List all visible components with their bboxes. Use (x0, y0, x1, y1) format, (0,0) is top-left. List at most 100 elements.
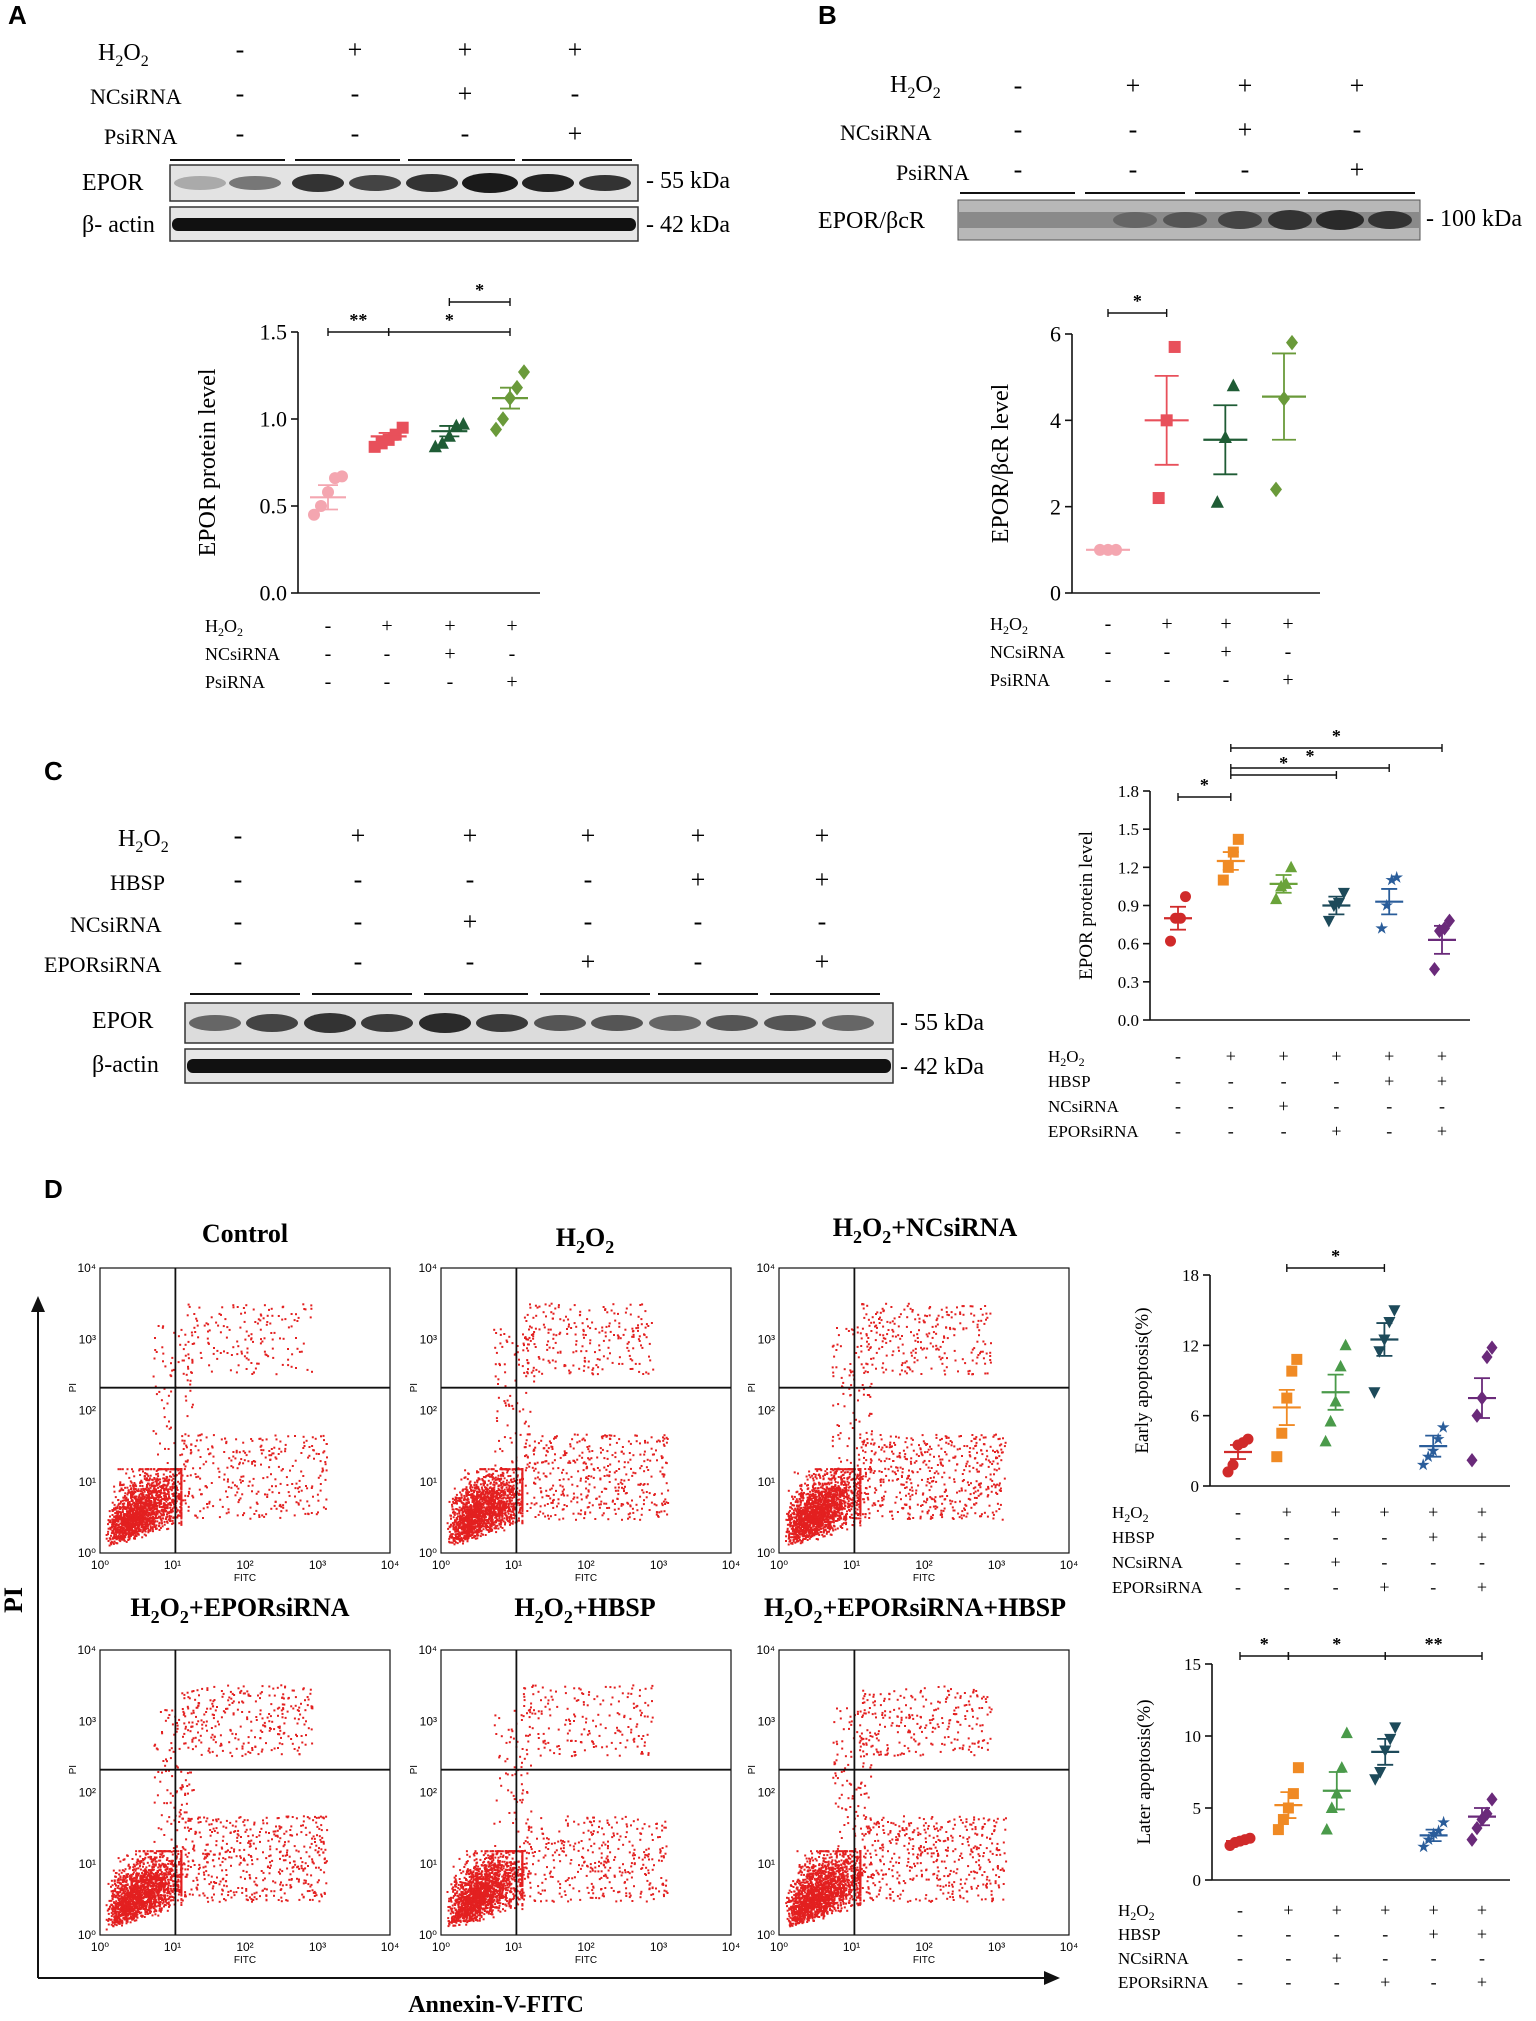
sign: - (461, 119, 470, 148)
flow-dot (474, 1520, 476, 1522)
flow-dot (608, 1325, 610, 1327)
flow-dot (506, 1518, 508, 1520)
flow-dot (542, 1513, 544, 1515)
flow-dot (287, 1348, 289, 1350)
flow-dot (472, 1486, 474, 1488)
flow-dot (299, 1480, 301, 1482)
blot-label-epor: EPOR (82, 170, 143, 196)
flow-dot (171, 1486, 173, 1488)
flow-dot (472, 1533, 474, 1535)
flow-y-tick-label: 10⁰ (78, 1546, 96, 1560)
sign: - (1014, 71, 1023, 100)
flow-dot (617, 1483, 619, 1485)
flow-dot (466, 1486, 468, 1488)
blot-band (1163, 212, 1207, 228)
flow-dot (469, 1516, 471, 1518)
flow-dot (649, 1509, 651, 1511)
flow-dot (124, 1508, 126, 1510)
flow-dot (132, 1484, 134, 1486)
flow-dot (518, 1520, 520, 1522)
flow-dot (184, 1433, 186, 1435)
flow-dot (179, 1512, 181, 1514)
flow-dot (144, 1476, 146, 1478)
flow-dot (273, 1447, 275, 1449)
flow-dot (188, 1435, 190, 1437)
flow-dot (449, 1531, 451, 1533)
flow-dot (187, 1366, 189, 1368)
sign: + (1350, 71, 1365, 100)
flow-dot (265, 1457, 267, 1459)
flow-dot (140, 1496, 142, 1498)
flow-dot (134, 1528, 136, 1530)
flow-dot (122, 1468, 124, 1470)
flow-dot (184, 1440, 186, 1442)
flow-dot (456, 1513, 458, 1515)
flow-dot (562, 1509, 564, 1511)
flow-dot (601, 1327, 603, 1329)
flow-dot (508, 1518, 510, 1520)
flow-dot (132, 1471, 134, 1473)
flow-dot (492, 1519, 494, 1521)
flow-dot (460, 1527, 462, 1529)
flow-dot (318, 1477, 320, 1479)
flow-dot (123, 1499, 125, 1501)
sign: + (506, 671, 517, 693)
flow-dot (545, 1454, 547, 1456)
blot-band (174, 176, 226, 190)
flow-dot (253, 1309, 255, 1311)
flow-dot (471, 1515, 473, 1517)
flow-dot (196, 1440, 198, 1442)
flow-dot (476, 1500, 478, 1502)
data-point (490, 422, 502, 438)
flow-dot (160, 1499, 162, 1501)
flow-dot (536, 1502, 538, 1504)
blot-band (1368, 211, 1412, 229)
flow-dot (125, 1473, 127, 1475)
flow-dot (240, 1482, 242, 1484)
flow-dot (507, 1475, 509, 1477)
flow-dot (583, 1365, 585, 1367)
flow-dot (280, 1506, 282, 1508)
flow-dot (285, 1501, 287, 1503)
flow-dot (227, 1478, 229, 1480)
flow-dot (111, 1526, 113, 1528)
flow-dot (252, 1341, 254, 1343)
row-label: HBSP (1048, 1072, 1091, 1091)
flow-dot (217, 1468, 219, 1470)
flow-dot (506, 1480, 508, 1482)
flow-dot (181, 1440, 183, 1442)
flow-dot (457, 1542, 459, 1544)
data-group (308, 470, 348, 520)
flow-dot (499, 1342, 501, 1344)
flow-dot (513, 1495, 515, 1497)
flow-dot (494, 1479, 496, 1481)
flow-dot (114, 1491, 116, 1493)
flow-dot (179, 1454, 181, 1456)
flow-dot (308, 1455, 310, 1457)
flow-dot (463, 1499, 465, 1501)
flow-dot (533, 1449, 535, 1451)
flow-dot (244, 1339, 246, 1341)
flow-dot (153, 1376, 155, 1378)
flow-dot (130, 1492, 132, 1494)
flow-dot (490, 1522, 492, 1524)
flow-dot (113, 1523, 115, 1525)
flow-dot (149, 1529, 151, 1531)
flow-dot (120, 1529, 122, 1531)
flow-dot (168, 1421, 170, 1423)
flow-dot (570, 1327, 572, 1329)
flow-dot (247, 1348, 249, 1350)
flow-dot (483, 1484, 485, 1486)
y-tick-label: 0.0 (1118, 1011, 1139, 1030)
flow-dot (206, 1436, 208, 1438)
flow-dot (135, 1514, 137, 1516)
flow-dot (272, 1357, 274, 1359)
flow-dot (476, 1537, 478, 1539)
flow-dot (457, 1515, 459, 1517)
sign: - (1175, 1046, 1181, 1066)
flow-dot (171, 1480, 173, 1482)
flow-dot (120, 1501, 122, 1503)
flow-dot (533, 1470, 535, 1472)
flow-dot (160, 1518, 162, 1520)
flow-dot (459, 1507, 461, 1509)
